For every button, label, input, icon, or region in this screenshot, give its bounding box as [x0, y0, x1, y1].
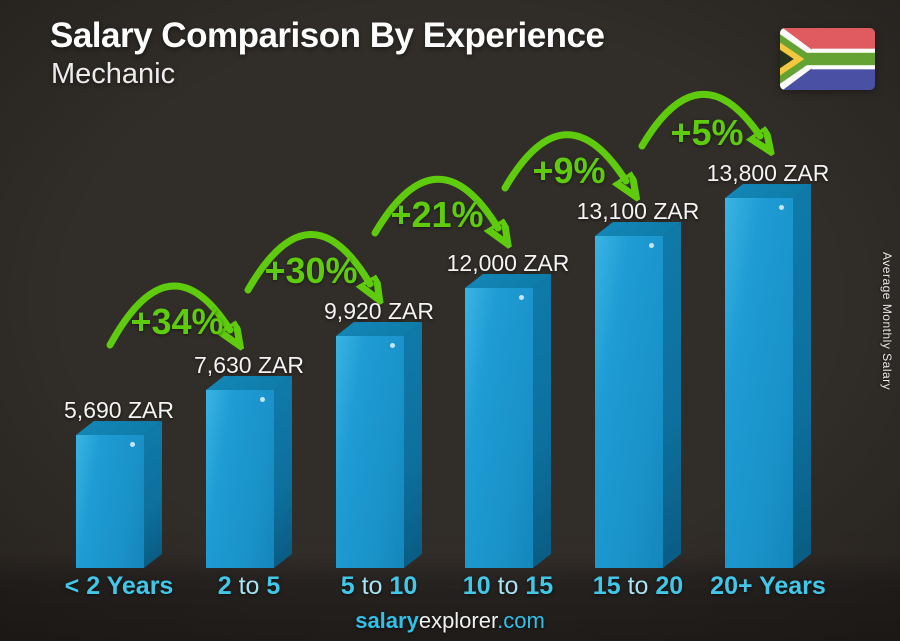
x-axis-label-to: to	[497, 572, 519, 600]
bar	[336, 321, 422, 568]
bar-front-face	[595, 236, 663, 568]
south-africa-flag-icon	[780, 28, 875, 90]
bar-value-label: 13,800 ZAR	[706, 160, 830, 186]
x-axis-label-to: to	[238, 572, 260, 600]
percent-increase-label: +9%	[532, 150, 606, 191]
bar-front-face	[465, 288, 533, 568]
y-axis-label: Average Monthly Salary	[880, 252, 894, 391]
x-axis-label-to: to	[627, 572, 649, 600]
bar	[595, 221, 681, 568]
bar-value-label: 12,000 ZAR	[446, 250, 570, 276]
watermark-brand-regular: explorer	[418, 608, 498, 633]
bar-highlight-dot	[130, 442, 135, 447]
watermark-brand-bold: salary	[355, 608, 419, 633]
watermark-domain-suffix: .com	[497, 608, 545, 633]
bar-side-face	[533, 273, 551, 568]
percent-increase-label: +5%	[670, 112, 744, 153]
page-title: Salary Comparison By Experience	[50, 16, 605, 55]
x-axis-label: 20+ Years	[710, 572, 826, 600]
bar	[465, 273, 551, 568]
bar-front-face	[725, 198, 793, 568]
page-subtitle: Mechanic	[51, 58, 176, 90]
x-axis-label: 5 to 10	[340, 572, 418, 600]
bar	[206, 375, 292, 568]
x-axis-label: 2 to 5	[217, 572, 281, 600]
x-axis-label: 15 to 20	[592, 572, 684, 600]
bar-highlight-dot	[260, 397, 265, 402]
bar-front-face	[336, 336, 404, 568]
bar-side-face	[793, 183, 811, 568]
bar	[725, 183, 811, 568]
bar-highlight-dot	[649, 243, 654, 248]
bar-value-label: 9,920 ZAR	[324, 298, 434, 324]
bar-side-face	[663, 221, 681, 568]
bar-value-label: 13,100 ZAR	[576, 198, 700, 224]
bar-side-face	[274, 375, 292, 568]
percent-increase-label: +30%	[264, 250, 358, 291]
percent-increase-label: +34%	[130, 301, 224, 342]
bar-front-face	[206, 390, 274, 568]
x-axis-label-to: to	[361, 572, 383, 600]
x-axis-label: < 2 Years	[64, 572, 174, 600]
bar-highlight-dot	[390, 343, 395, 348]
x-axis-label: 10 to 15	[462, 572, 554, 600]
bar-front-face	[76, 435, 144, 568]
percent-increase-label: +21%	[390, 194, 484, 235]
bar-highlight-dot	[519, 295, 524, 300]
bar-value-label: 7,630 ZAR	[194, 352, 304, 378]
bar	[76, 420, 162, 568]
watermark: salaryexplorer.com	[0, 608, 900, 634]
bar-value-label: 5,690 ZAR	[64, 397, 174, 423]
bar-highlight-dot	[779, 205, 784, 210]
bar-side-face	[144, 420, 162, 568]
bar-side-face	[404, 321, 422, 568]
